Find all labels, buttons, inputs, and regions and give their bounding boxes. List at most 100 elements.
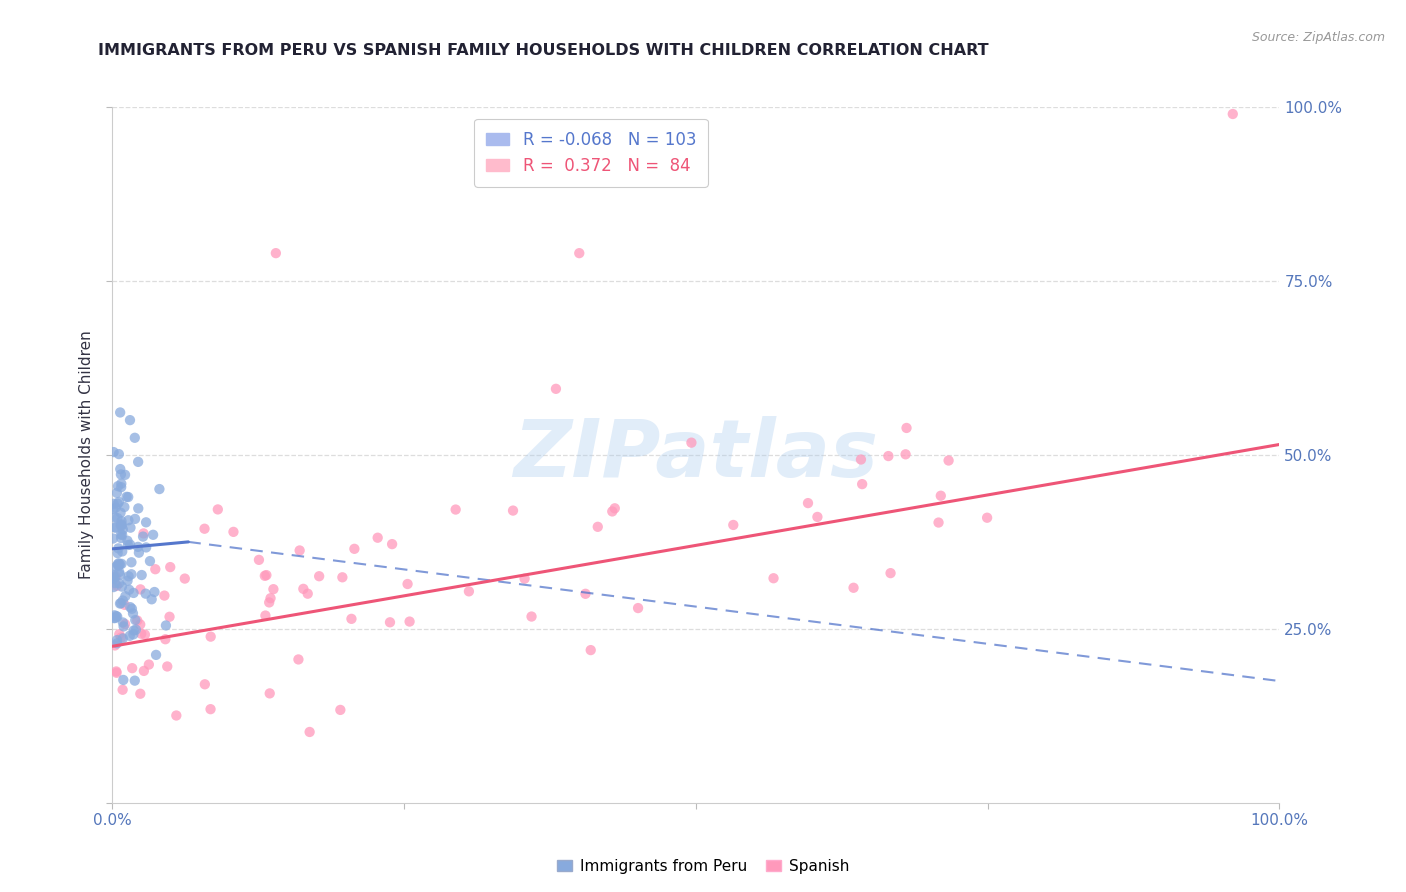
Point: [105, 665, 128, 680]
Point: [207, 502, 229, 516]
Point: [194, 677, 217, 691]
Point: [877, 449, 900, 463]
Text: IMMIGRANTS FROM PERU VS SPANISH FAMILY HOUSEHOLDS WITH CHILDREN CORRELATION CHAR: IMMIGRANTS FROM PERU VS SPANISH FAMILY H…: [98, 43, 988, 58]
Point: [259, 591, 281, 606]
Point: [112, 500, 135, 514]
Point: [896, 421, 918, 435]
Point: [111, 580, 134, 594]
Point: [103, 571, 125, 585]
Point: [110, 514, 132, 528]
Point: [104, 611, 127, 625]
Point: [124, 431, 146, 445]
Point: [107, 511, 129, 525]
Point: [851, 477, 873, 491]
Point: [842, 581, 865, 595]
Point: [723, 518, 745, 533]
Point: [122, 627, 145, 641]
Point: [110, 480, 132, 494]
Point: [193, 522, 215, 536]
Point: [148, 482, 170, 496]
Point: [502, 503, 524, 517]
Point: [101, 572, 124, 586]
Point: [129, 582, 152, 597]
Point: [120, 538, 142, 552]
Point: [120, 521, 142, 535]
Point: [132, 526, 155, 541]
Point: [104, 510, 127, 524]
Point: [367, 531, 389, 545]
Point: [107, 497, 129, 511]
Point: [343, 541, 366, 556]
Point: [111, 632, 134, 646]
Point: [928, 516, 950, 530]
Point: [627, 601, 650, 615]
Text: Source: ZipAtlas.com: Source: ZipAtlas.com: [1251, 31, 1385, 45]
Point: [156, 659, 179, 673]
Point: [110, 596, 132, 610]
Point: [159, 560, 181, 574]
Point: [143, 562, 166, 576]
Point: [444, 502, 467, 516]
Point: [112, 673, 135, 687]
Point: [797, 496, 820, 510]
Point: [135, 541, 157, 555]
Point: [101, 567, 124, 582]
Point: [332, 570, 354, 584]
Point: [111, 523, 134, 537]
Point: [879, 566, 901, 581]
Point: [107, 546, 129, 560]
Point: [340, 612, 363, 626]
Point: [155, 632, 177, 647]
Point: [112, 619, 135, 633]
Point: [128, 546, 150, 560]
Point: [120, 600, 142, 615]
Point: [103, 502, 125, 516]
Point: [381, 537, 404, 551]
Point: [398, 615, 420, 629]
Point: [108, 447, 131, 461]
Point: [544, 382, 567, 396]
Point: [105, 486, 128, 500]
Point: [574, 587, 596, 601]
Point: [143, 585, 166, 599]
Point: [165, 708, 187, 723]
Point: [124, 512, 146, 526]
Point: [117, 513, 139, 527]
Point: [104, 521, 127, 535]
Point: [132, 530, 155, 544]
Point: [200, 702, 222, 716]
Point: [114, 467, 136, 482]
Point: [108, 627, 131, 641]
Point: [117, 569, 139, 583]
Point: [107, 541, 129, 556]
Point: [104, 576, 127, 591]
Y-axis label: Family Households with Children: Family Households with Children: [79, 331, 94, 579]
Point: [159, 609, 181, 624]
Point: [105, 665, 128, 679]
Point: [308, 569, 330, 583]
Point: [247, 553, 270, 567]
Point: [101, 532, 124, 546]
Point: [105, 609, 128, 624]
Point: [111, 615, 134, 630]
Point: [200, 630, 222, 644]
Point: [259, 686, 281, 700]
Point: [110, 506, 132, 520]
Point: [253, 569, 276, 583]
Point: [257, 595, 280, 609]
Point: [111, 682, 134, 697]
Point: [127, 501, 149, 516]
Point: [681, 435, 703, 450]
Point: [288, 543, 311, 558]
Point: [329, 703, 352, 717]
Point: [254, 568, 277, 582]
Point: [222, 524, 245, 539]
Point: [297, 587, 319, 601]
Point: [105, 609, 128, 624]
Point: [110, 631, 132, 645]
Point: [132, 664, 155, 678]
Point: [124, 613, 146, 627]
Point: [110, 527, 132, 541]
Point: [118, 582, 141, 597]
Point: [105, 579, 128, 593]
